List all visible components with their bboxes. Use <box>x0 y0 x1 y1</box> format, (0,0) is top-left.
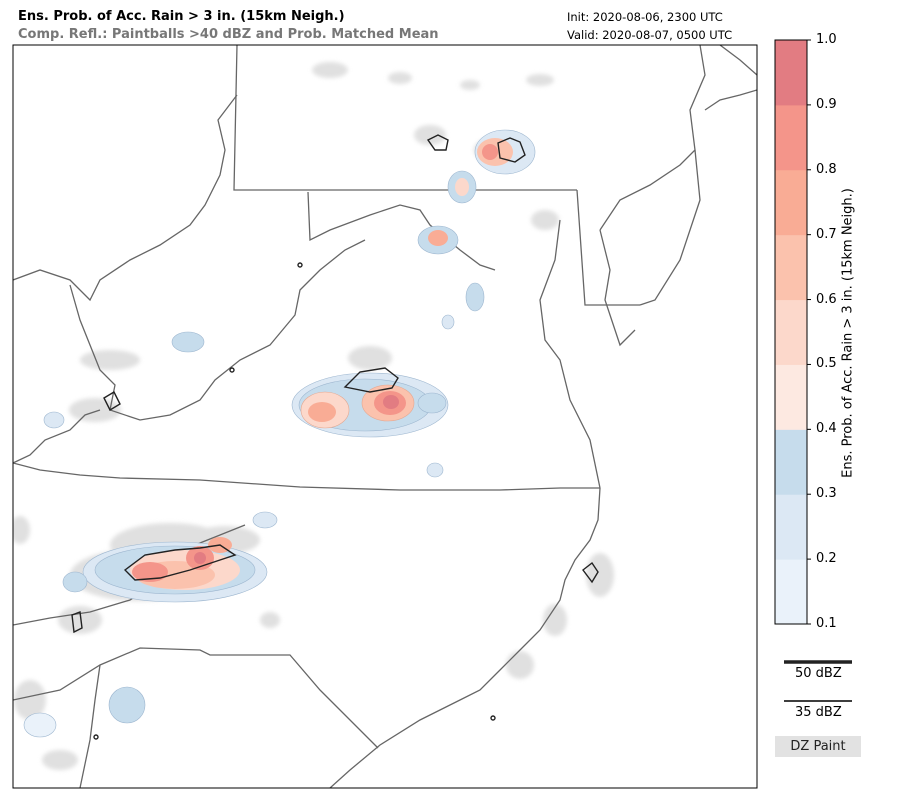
rain-probability-fills <box>23 129 536 738</box>
colorbar-segment <box>774 169 808 236</box>
colorbar-tick-label: 0.5 <box>816 356 837 372</box>
colorbar-tick-label: 0.2 <box>816 551 837 567</box>
colorbar-segment <box>774 299 808 365</box>
colorbar-segment <box>774 104 808 171</box>
colorbar-tick-label: 0.9 <box>816 96 837 112</box>
colorbar-segment <box>774 493 808 560</box>
map-frame <box>12 44 758 789</box>
legend-label-50dbz: 50 dBZ <box>795 666 842 681</box>
colorbar-tick-label: 0.3 <box>816 486 837 502</box>
map-title: Ens. Prob. of Acc. Rain > 3 in. (15km Ne… <box>18 9 345 24</box>
map-subtitle: Comp. Refl.: Paintballs >40 dBZ and Prob… <box>18 27 439 42</box>
colorbar <box>774 39 811 625</box>
colorbar-segment <box>774 558 808 625</box>
colorbar-tick-label: 0.4 <box>816 421 837 437</box>
colorbar-label: Ens. Prob. of Acc. Rain > 3 in. (15km Ne… <box>840 188 856 478</box>
init-time: Init: 2020-08-06, 2300 UTC <box>567 10 723 24</box>
colorbar-tick-label: 0.6 <box>816 291 837 307</box>
legend-dz-paint: DZ Paint <box>775 736 861 757</box>
state-borders <box>13 45 757 788</box>
colorbar-segment <box>774 234 808 301</box>
colorbar-segment <box>774 363 808 430</box>
colorbar-segment <box>774 39 808 106</box>
valid-time: Valid: 2020-08-07, 0500 UTC <box>567 28 733 42</box>
colorbar-segment <box>774 428 808 495</box>
colorbar-tick-label: 1.0 <box>816 32 837 47</box>
colorbar-tick-label: 0.7 <box>816 226 837 242</box>
colorbar-tick-label: 0.8 <box>816 161 837 177</box>
reflectivity-contours <box>71 134 599 740</box>
colorbar-frame <box>774 39 808 625</box>
legend-label-35dbz: 35 dBZ <box>795 705 842 720</box>
colorbar-tick-label: 0.1 <box>816 616 837 631</box>
